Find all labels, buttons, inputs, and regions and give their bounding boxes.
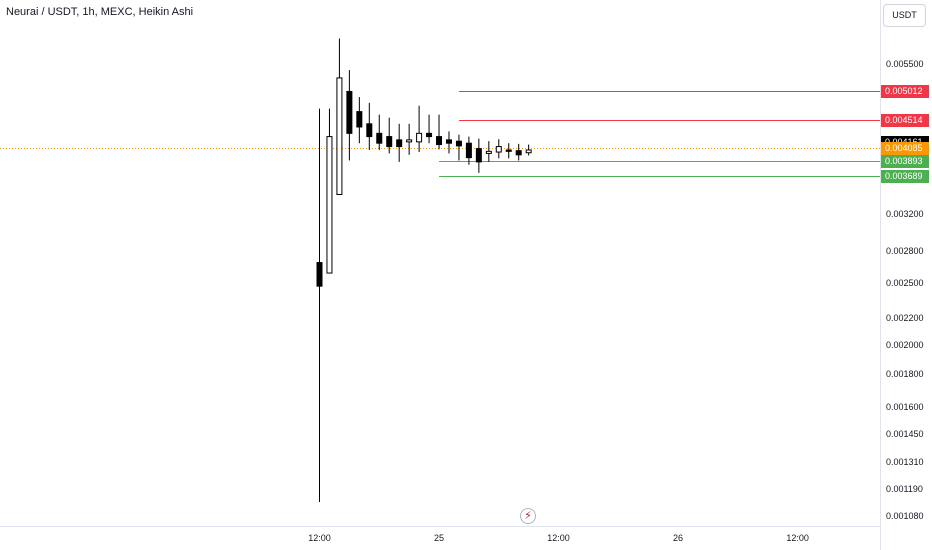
price-tick-label: 0.002500 <box>886 277 924 288</box>
price-chart[interactable] <box>0 0 880 526</box>
time-tick-label: 12:00 <box>547 533 570 543</box>
time-tick-label: 12:00 <box>786 533 809 543</box>
candle-body <box>436 136 443 146</box>
candle-body <box>505 149 512 152</box>
price-tick-label: 0.002800 <box>886 246 924 257</box>
candle-body <box>386 136 393 148</box>
candle-body <box>316 262 323 287</box>
candle-body <box>515 150 522 156</box>
candle-body <box>525 149 532 154</box>
candle-body <box>346 90 353 134</box>
price-tick-label: 0.002200 <box>886 313 924 324</box>
candle-body <box>406 139 413 143</box>
price-tick-label: 0.001190 <box>886 484 923 495</box>
candle-body <box>376 132 383 144</box>
chart-title: Neurai / USDT, 1h, MEXC, Heikin Ashi <box>6 6 194 18</box>
candle-body <box>495 146 502 153</box>
candle-body <box>475 148 482 163</box>
price-tick-label: 0.001450 <box>886 429 924 440</box>
time-axis-divider <box>0 526 880 527</box>
currency-button[interactable]: USDT <box>883 4 926 27</box>
time-tick-label: 12:00 <box>308 533 331 543</box>
price-tick-label: 0.001600 <box>886 401 924 412</box>
price-tag: 0.004085 <box>881 142 929 155</box>
price-tick-label: 0.003200 <box>886 209 924 220</box>
price-tick-label: 0.001800 <box>886 369 924 380</box>
time-tick-label: 25 <box>434 533 445 543</box>
price-tick-label: 0.005500 <box>886 59 924 69</box>
price-tick-label: 0.002000 <box>886 339 924 350</box>
candle-body <box>366 123 373 138</box>
candle-body <box>396 139 403 148</box>
candle-body <box>336 77 343 196</box>
lightning-icon[interactable]: ⚡︎ <box>520 508 536 524</box>
price-tick-label: 0.001080 <box>886 511 924 521</box>
price-tick-label: 0.001310 <box>886 457 924 468</box>
price-tag: 0.004514 <box>881 114 929 127</box>
candle-body <box>485 150 492 154</box>
price-tag: 0.005012 <box>881 85 929 98</box>
candle-body <box>326 136 333 274</box>
candle-body <box>416 132 423 143</box>
candle-body <box>465 142 472 159</box>
candle-body <box>356 111 363 128</box>
candle-body <box>455 140 462 147</box>
candle-body <box>445 139 452 144</box>
price-axis-divider <box>880 0 881 550</box>
time-tick-label: 26 <box>673 533 684 543</box>
price-tag: 0.003689 <box>881 170 929 183</box>
candle-body <box>426 132 433 138</box>
price-tag: 0.003893 <box>881 155 929 168</box>
